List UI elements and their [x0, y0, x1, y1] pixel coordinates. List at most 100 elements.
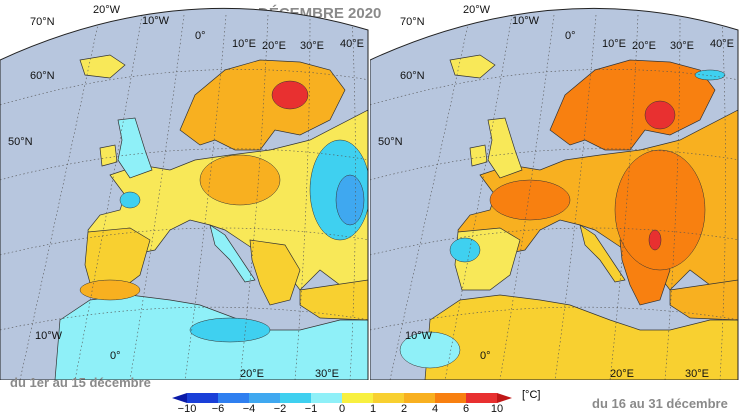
colorbar	[172, 393, 512, 403]
longitude-label: 30°E	[300, 40, 324, 52]
colorbar-segment	[280, 393, 312, 403]
latitude-label: 60°N	[400, 70, 425, 82]
colorbar-segment	[311, 393, 343, 403]
land-ireland	[99, 144, 118, 167]
meridian	[349, 14, 356, 380]
meridian	[499, 14, 555, 380]
land-africa	[424, 294, 738, 380]
latitude-label: 70°N	[30, 16, 55, 28]
anomaly-region	[489, 179, 571, 221]
longitude-label: 30°E	[670, 40, 694, 52]
longitude-label: 10°E	[602, 38, 626, 50]
land-italy	[579, 224, 626, 283]
land-iceland	[79, 54, 126, 79]
latitude-label: 50°N	[8, 136, 33, 148]
longitude-label: 40°E	[710, 38, 734, 50]
meridian	[294, 14, 311, 380]
meridian	[389, 14, 471, 380]
longitude-label: 10°W	[35, 330, 63, 342]
colorbar-tick: −6	[211, 403, 225, 415]
colorbar-segment	[404, 393, 436, 403]
longitude-label: 0°	[195, 30, 206, 42]
colorbar-tick: 0	[338, 403, 346, 415]
land-scand	[179, 59, 346, 151]
longitude-label: 40°E	[340, 38, 364, 50]
meridian	[664, 14, 681, 380]
colorbar-segment	[466, 393, 498, 403]
land-iceland	[449, 54, 496, 79]
colorbar-low-arrow	[172, 393, 187, 403]
longitude-label: 20°E	[262, 40, 286, 52]
anomaly-region	[648, 229, 662, 251]
latitude-label: 60°N	[30, 70, 55, 82]
parallel	[0, 69, 368, 106]
meridian	[129, 14, 185, 380]
colorbar-tick: 1	[369, 403, 377, 415]
meridian	[184, 14, 227, 380]
land-turkey	[299, 279, 368, 321]
land-scand	[549, 59, 716, 151]
longitude-label: 20°W	[93, 4, 121, 16]
land-uk	[487, 117, 523, 179]
anomaly-region	[644, 100, 676, 130]
colorbar-segment	[373, 393, 405, 403]
map-frame	[370, 7, 739, 380]
anomaly-region	[119, 191, 141, 209]
anomaly-region	[614, 149, 706, 271]
panel-subtitle-second: du 16 au 31 décembre	[592, 396, 728, 411]
map-canvas	[370, 7, 739, 380]
land-balkan	[249, 239, 301, 306]
land-italy	[209, 224, 256, 283]
colorbar-high-arrow	[497, 393, 512, 403]
colorbar-tick: −4	[242, 403, 256, 415]
colorbar-tick: 4	[431, 403, 439, 415]
map-canvas	[0, 7, 369, 380]
map-frame	[0, 7, 369, 380]
colorbar-tick: 2	[400, 403, 408, 415]
parallel	[370, 69, 738, 106]
longitude-label: 20°E	[632, 40, 656, 52]
anomaly-region	[271, 80, 309, 110]
anomaly-region	[199, 154, 281, 206]
anomaly-region	[335, 174, 365, 226]
anomaly-region	[399, 331, 461, 369]
longitude-label: 10°W	[142, 15, 170, 27]
colorbar-tick: −1	[304, 403, 318, 415]
land-ireland	[469, 144, 488, 167]
longitude-label: 0°	[565, 30, 576, 42]
land-turkey	[669, 279, 738, 321]
colorbar-tick: 10	[490, 403, 504, 415]
colorbar-segment	[342, 393, 374, 403]
map-panel-second-half: 70°N 60°N 50°N 20°W 10°W 0° 10°E 20°E 30°E 40°E 10…	[370, 0, 740, 380]
land-uk	[117, 117, 153, 179]
longitude-label: 30°E	[315, 368, 339, 380]
anomaly-region	[694, 69, 726, 81]
longitude-label: 20°E	[610, 368, 634, 380]
anomaly-region	[79, 279, 141, 301]
anomaly-region	[189, 317, 271, 343]
meridian	[609, 14, 639, 380]
meridian	[239, 14, 269, 380]
meridian	[19, 14, 101, 380]
longitude-label: 30°E	[685, 368, 709, 380]
colorbar-segment	[249, 393, 281, 403]
longitude-label: 0°	[110, 350, 121, 362]
latitude-label: 70°N	[400, 16, 425, 28]
panel-subtitle-first: du 1er au 15 décembre	[10, 375, 151, 390]
colorbar-unit: [°C]	[522, 389, 541, 401]
latitude-label: 50°N	[378, 136, 403, 148]
longitude-label: 10°E	[232, 38, 256, 50]
meridian	[719, 14, 726, 380]
longitude-label: 10°W	[405, 330, 433, 342]
colorbar-segment	[435, 393, 467, 403]
anomaly-region	[449, 237, 481, 263]
map-panel-first-half: 70°N 60°N 50°N 20°W 10°W 0° 10°E 20°E 30°E 40°E 10…	[0, 0, 370, 380]
longitude-label: 10°W	[512, 15, 540, 27]
longitude-label: 0°	[480, 350, 491, 362]
colorbar-tick: −2	[273, 403, 287, 415]
colorbar-segment	[218, 393, 250, 403]
colorbar-tick: 6	[462, 403, 470, 415]
longitude-label: 20°W	[463, 4, 491, 16]
longitude-label: 20°E	[240, 368, 264, 380]
colorbar-segment	[187, 393, 219, 403]
